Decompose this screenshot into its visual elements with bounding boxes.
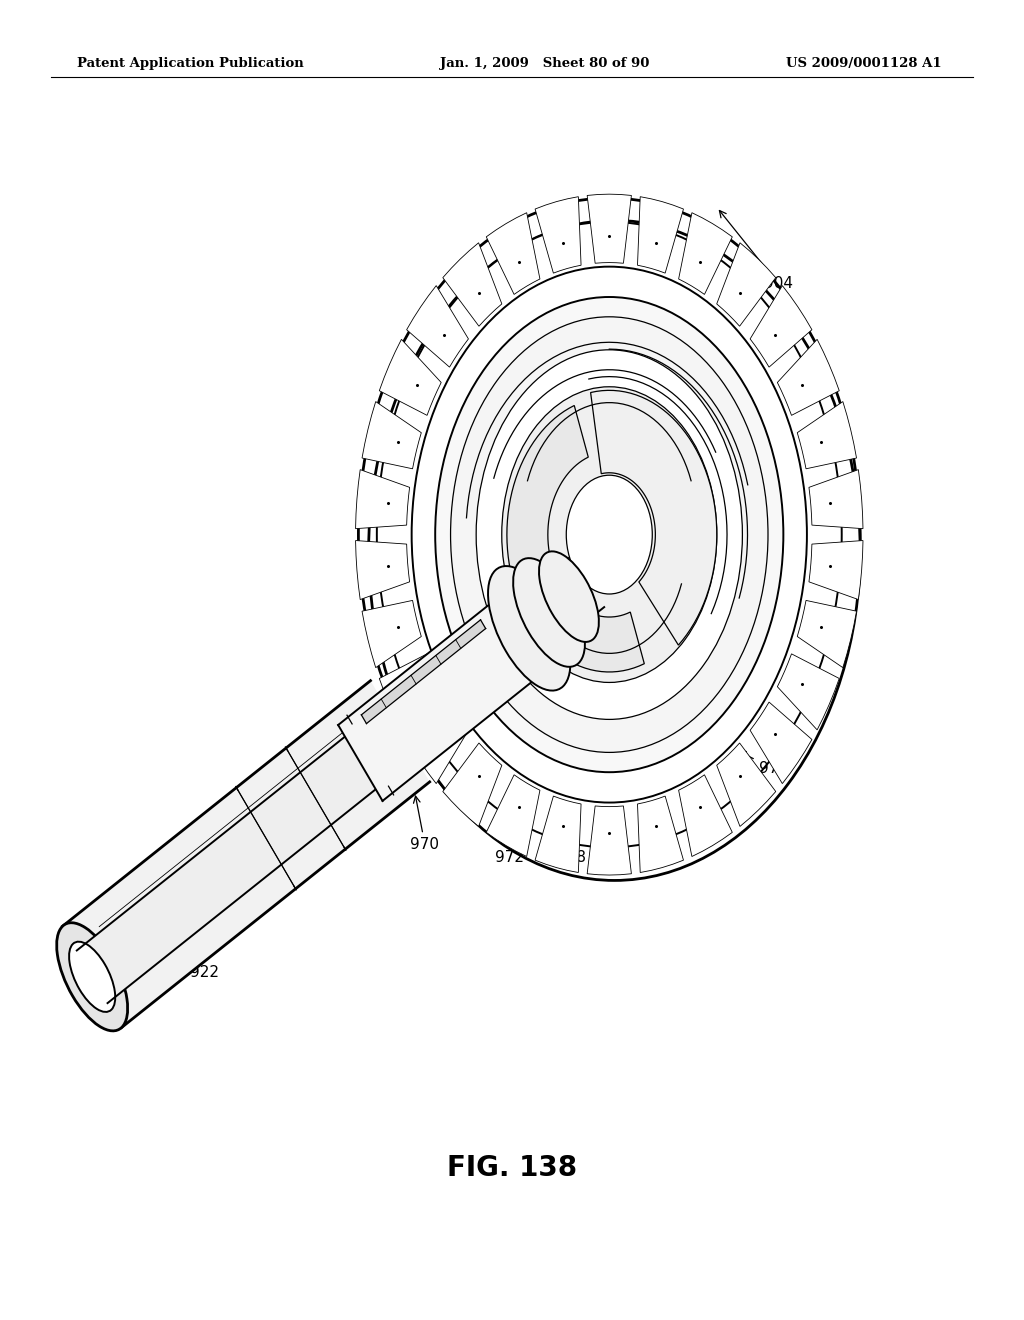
Polygon shape [379,339,441,416]
Polygon shape [407,702,468,784]
Polygon shape [777,339,840,416]
Ellipse shape [539,552,599,642]
Polygon shape [751,285,812,367]
Polygon shape [536,796,581,873]
Text: 972: 972 [496,816,524,866]
Polygon shape [536,197,581,273]
Polygon shape [442,243,502,326]
Polygon shape [798,401,856,469]
Polygon shape [809,470,863,528]
Ellipse shape [56,923,128,1031]
Polygon shape [587,807,632,875]
Polygon shape [362,601,421,668]
Polygon shape [717,743,776,826]
Ellipse shape [412,267,807,803]
Polygon shape [751,702,812,784]
Polygon shape [355,541,410,599]
Ellipse shape [488,566,570,690]
Text: 974: 974 [739,751,787,776]
Polygon shape [486,775,540,857]
Polygon shape [442,743,502,826]
Text: 970: 970 [411,796,439,853]
Polygon shape [679,213,732,294]
Polygon shape [809,541,863,599]
Polygon shape [379,653,441,730]
Text: US 2009/0001128 A1: US 2009/0001128 A1 [786,57,942,70]
Text: Patent Application Publication: Patent Application Publication [77,57,303,70]
Ellipse shape [451,317,768,752]
Ellipse shape [358,198,860,871]
Ellipse shape [369,220,860,880]
Ellipse shape [502,387,717,682]
Text: 976: 976 [665,700,726,725]
Polygon shape [407,285,468,367]
Polygon shape [679,775,732,857]
Polygon shape [361,620,485,723]
Text: Jan. 1, 2009   Sheet 80 of 90: Jan. 1, 2009 Sheet 80 of 90 [440,57,649,70]
Polygon shape [62,681,430,1027]
Ellipse shape [476,350,742,719]
Polygon shape [355,470,410,528]
Text: 904: 904 [720,210,793,292]
Polygon shape [591,391,717,645]
Text: 978: 978 [557,816,586,866]
Polygon shape [587,194,632,263]
Polygon shape [717,243,776,326]
Polygon shape [638,796,683,873]
Ellipse shape [435,297,783,772]
Ellipse shape [513,558,585,667]
Ellipse shape [377,222,842,847]
Ellipse shape [69,941,116,1012]
Text: 922: 922 [161,915,219,981]
Ellipse shape [566,475,652,594]
Polygon shape [777,653,840,730]
Polygon shape [638,197,683,273]
Polygon shape [507,405,644,672]
Polygon shape [338,582,561,801]
Text: FIG. 138: FIG. 138 [446,1154,578,1183]
Polygon shape [798,601,856,668]
Polygon shape [82,558,599,999]
Polygon shape [362,401,421,469]
Polygon shape [486,213,540,294]
